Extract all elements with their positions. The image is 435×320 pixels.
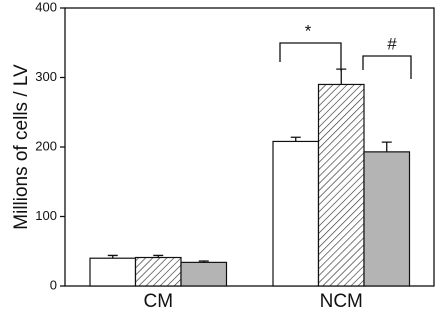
bar [89, 257, 137, 287]
y-tick-label: 100 [35, 208, 57, 223]
x-tick-label: NCM [320, 291, 363, 312]
y-axis-label: Millions of cells / LV [11, 64, 32, 230]
y-tick-label: 0 [50, 277, 57, 292]
annotation: * [305, 21, 312, 40]
error-bar [381, 141, 392, 152]
y-tick-label: 300 [35, 69, 57, 84]
error-bar [153, 254, 164, 258]
y-tick-label: 200 [35, 138, 57, 153]
bar [134, 256, 182, 287]
error-bar [198, 260, 209, 263]
bar [272, 140, 320, 287]
bar [363, 151, 411, 287]
significance-bracket [362, 55, 412, 79]
error-bar [107, 254, 118, 259]
error-bar [336, 68, 347, 85]
bar [317, 83, 365, 287]
x-tick-label: CM [143, 291, 173, 312]
annotation: # [387, 34, 397, 53]
bar [180, 261, 228, 287]
y-tick-label: 400 [35, 0, 57, 14]
significance-bracket [279, 42, 342, 71]
error-bar [290, 136, 301, 142]
